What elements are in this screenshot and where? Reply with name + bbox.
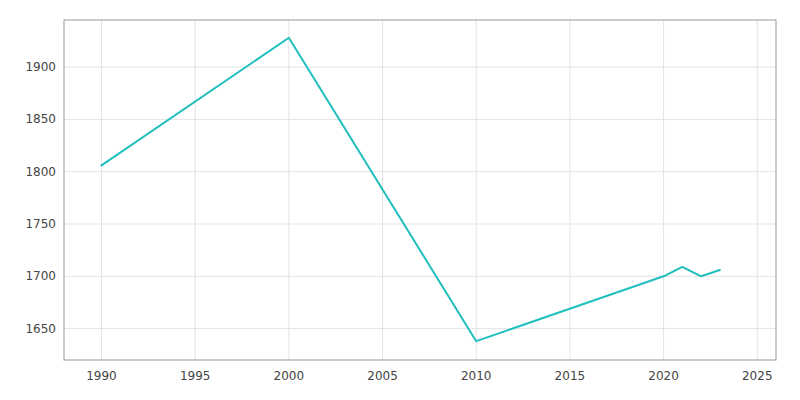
y-grid-line	[64, 171, 776, 172]
x-tick-label: 2010	[461, 369, 492, 383]
x-grid-line	[476, 20, 477, 360]
x-tick-label: 2015	[555, 369, 586, 383]
x-grid-line	[195, 20, 196, 360]
data-layer	[101, 38, 719, 341]
plot-frame	[64, 20, 776, 360]
data-line	[101, 38, 719, 341]
x-tick-label: 1995	[180, 369, 211, 383]
y-tick-label: 1800	[25, 165, 56, 179]
x-grid-line	[757, 20, 758, 360]
chart-svg: 1990 1995 2000 2005 2010 2015 2020 2025 1650 1700…	[0, 0, 800, 400]
y-tick-label: 1850	[25, 112, 56, 126]
y-tick-label: 1650	[25, 322, 56, 336]
y-grid-line	[64, 328, 776, 329]
y-tick-label: 1750	[25, 217, 56, 231]
y-grid-line	[64, 224, 776, 225]
x-tick-label: 2005	[367, 369, 398, 383]
plot-background	[64, 20, 776, 360]
y-tick-label: 1700	[25, 269, 56, 283]
y-grid-line	[64, 276, 776, 277]
x-tick-label: 2025	[742, 369, 773, 383]
x-tick-label: 2020	[648, 369, 679, 383]
x-grid-line	[663, 20, 664, 360]
grid	[64, 20, 776, 360]
x-grid-line	[101, 20, 102, 360]
tick-labels: 1990 1995 2000 2005 2010 2015 2020 2025 1650 1700…	[25, 60, 772, 383]
x-grid-line	[288, 20, 289, 360]
y-tick-label: 1900	[25, 60, 56, 74]
chart-container: 1990 1995 2000 2005 2010 2015 2020 2025 1650 1700…	[0, 0, 800, 400]
y-grid-line	[64, 67, 776, 68]
x-tick-label: 2000	[274, 369, 305, 383]
x-tick-label: 1990	[86, 369, 117, 383]
